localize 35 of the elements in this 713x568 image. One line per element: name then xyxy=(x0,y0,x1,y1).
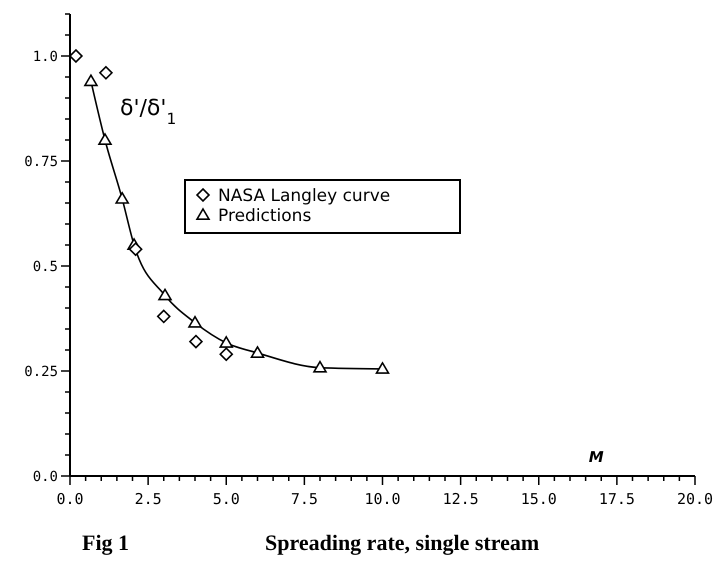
point xyxy=(219,347,234,361)
y-tick-label: 0.25 xyxy=(24,364,58,380)
text: Spreading rate, single stream xyxy=(265,530,540,555)
point xyxy=(69,49,83,63)
point xyxy=(376,362,390,374)
y-tick-label: 0.0 xyxy=(32,469,58,485)
y-axis-title: δ'/δ'$_{1}$ xyxy=(120,96,176,128)
x-tick-label: 0.0 xyxy=(56,490,84,508)
x-tick-label: 7.5 xyxy=(290,490,318,508)
point xyxy=(99,66,113,80)
point xyxy=(156,310,171,324)
x-tick-label: 17.5 xyxy=(598,490,635,508)
point xyxy=(128,242,142,256)
point xyxy=(84,74,98,86)
y-tick-label: 0.5 xyxy=(32,259,58,275)
x-tick-label: 12.5 xyxy=(442,490,479,508)
point xyxy=(313,360,327,373)
y-tick-label: 1.0 xyxy=(32,49,58,65)
caption: Fig 1 xyxy=(82,530,130,555)
point xyxy=(219,336,234,348)
point xyxy=(188,316,202,328)
point xyxy=(158,288,172,300)
x-tick-label: 10.0 xyxy=(364,490,401,508)
legend-label: NASA Langley curve xyxy=(218,186,390,206)
point xyxy=(98,133,112,145)
point xyxy=(189,334,203,348)
x-tick-label: 15.0 xyxy=(520,490,557,508)
point xyxy=(115,192,129,204)
x-tick-label: 2.5 xyxy=(134,490,162,508)
point xyxy=(250,346,264,358)
x-tick-label: 5.0 xyxy=(212,490,240,508)
legend-label: Predictions xyxy=(218,206,312,226)
x-tick-label: 20.0 xyxy=(676,490,713,508)
y-tick-label: 0.75 xyxy=(24,154,58,170)
x-axis-title: M xyxy=(588,448,604,466)
